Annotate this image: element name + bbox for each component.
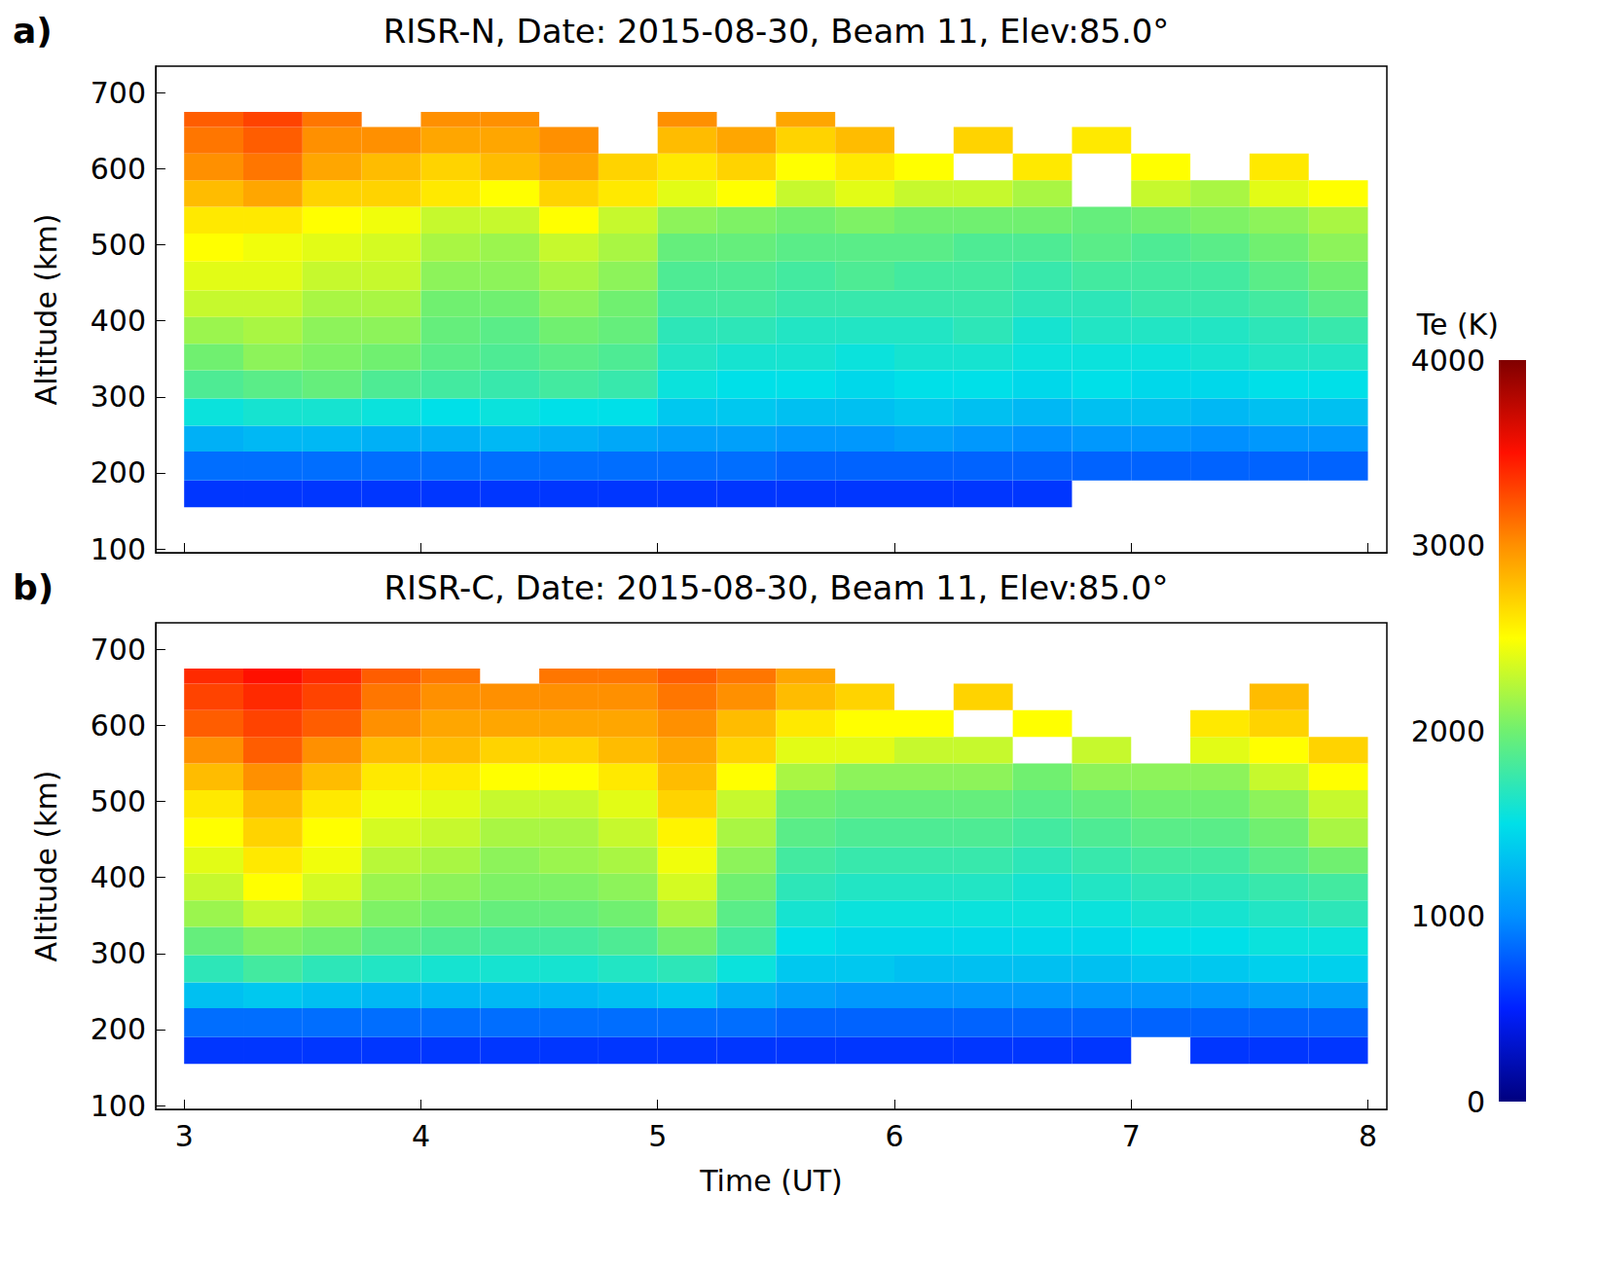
svg-text:100: 100 xyxy=(90,532,146,567)
svg-text:500: 500 xyxy=(90,784,146,819)
svg-text:500: 500 xyxy=(90,227,146,262)
svg-text:Time (UT): Time (UT) xyxy=(698,1163,843,1199)
svg-text:300: 300 xyxy=(90,379,146,414)
svg-text:400: 400 xyxy=(90,303,146,338)
svg-text:3: 3 xyxy=(175,1119,194,1154)
svg-text:4: 4 xyxy=(411,1119,431,1154)
svg-text:200: 200 xyxy=(90,1012,146,1047)
svg-text:400: 400 xyxy=(90,860,146,895)
svg-text:200: 200 xyxy=(90,455,146,490)
svg-text:600: 600 xyxy=(90,151,146,186)
svg-text:100: 100 xyxy=(90,1089,146,1124)
svg-text:700: 700 xyxy=(90,75,146,110)
svg-text:1000: 1000 xyxy=(1411,899,1486,934)
svg-text:Te (K): Te (K) xyxy=(1416,307,1499,342)
svg-text:2000: 2000 xyxy=(1411,714,1486,749)
svg-text:3000: 3000 xyxy=(1411,528,1486,563)
svg-text:Altitude (km): Altitude (km) xyxy=(29,770,64,963)
svg-text:300: 300 xyxy=(90,936,146,971)
svg-text:7: 7 xyxy=(1122,1119,1141,1154)
svg-text:5: 5 xyxy=(648,1119,667,1154)
svg-text:RISR-C, Date: 2015-08-30, Beam: RISR-C, Date: 2015-08-30, Beam 11, Elev:… xyxy=(384,568,1169,608)
svg-text:a): a) xyxy=(12,10,53,51)
svg-text:b): b) xyxy=(12,567,54,608)
svg-text:600: 600 xyxy=(90,708,146,743)
svg-text:Altitude (km): Altitude (km) xyxy=(29,214,64,406)
svg-text:6: 6 xyxy=(884,1119,904,1154)
svg-text:8: 8 xyxy=(1358,1119,1378,1154)
svg-text:0: 0 xyxy=(1466,1085,1486,1120)
svg-text:700: 700 xyxy=(90,632,146,667)
svg-text:RISR-N, Date: 2015-08-30, Beam: RISR-N, Date: 2015-08-30, Beam 11, Elev:… xyxy=(383,11,1170,51)
svg-text:4000: 4000 xyxy=(1411,343,1486,378)
